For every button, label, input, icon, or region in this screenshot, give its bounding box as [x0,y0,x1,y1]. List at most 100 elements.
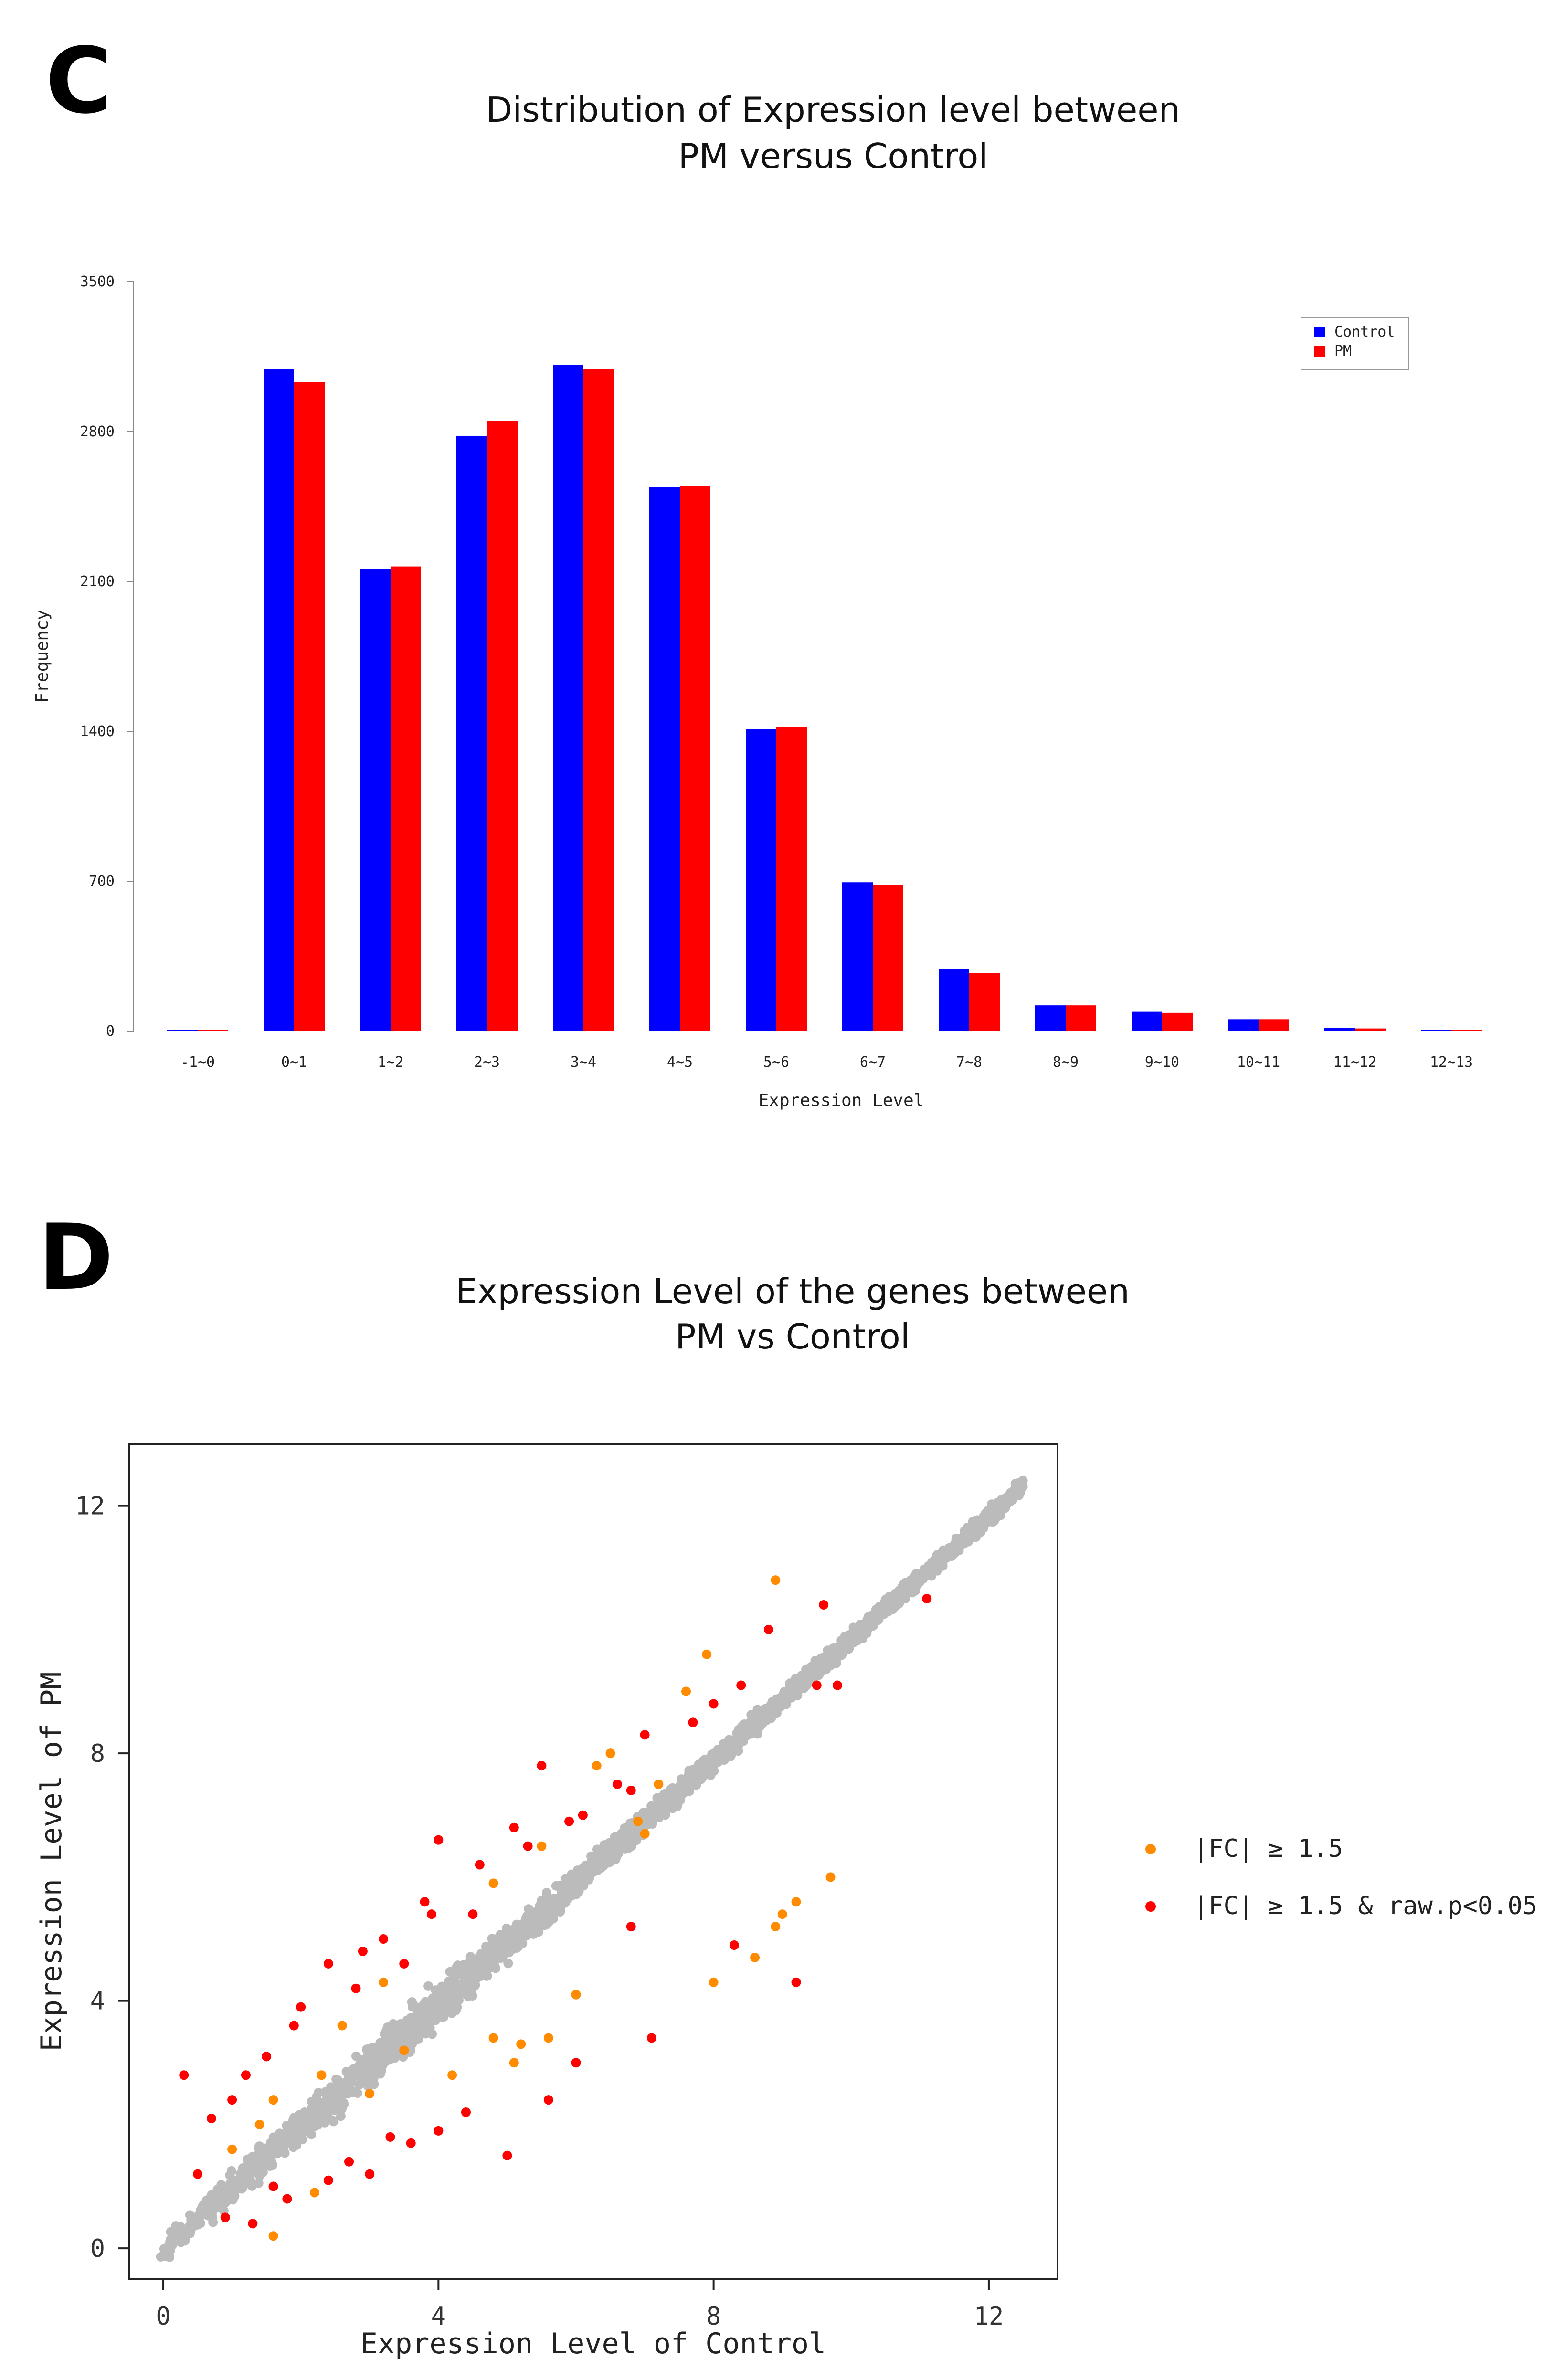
point-not-significant [974,1525,984,1535]
point-not-significant [363,2050,373,2060]
point-not-significant [496,1930,506,1940]
point-not-significant [498,1948,508,1958]
fc-points [227,1575,836,2241]
point-fc-pvalue [179,2070,189,2080]
point-fc-pvalue [819,1600,829,1610]
point-fc [488,1878,498,1888]
bar-control-5~6 [746,729,776,1031]
point-not-significant [489,1956,499,1966]
point-fc [592,1761,602,1771]
x-tick-label: 12~13 [1430,1054,1473,1071]
y-axis-label: Expression Level of PM [35,1672,68,2052]
point-not-significant [280,2148,290,2158]
legend-swatch-pm [1314,346,1325,357]
point-not-significant [465,1968,475,1978]
point-fc-pvalue [323,2175,333,2185]
point-not-significant [900,1580,910,1590]
bar-control-10~11 [1228,1019,1259,1031]
point-not-significant [588,1859,598,1869]
point-fc-pvalue [468,1909,478,1919]
point-fc-pvalue [543,2095,553,2105]
point-not-significant [267,2160,277,2170]
bar-pm-4~5 [680,486,710,1031]
legend-dot-0 [1145,1844,1156,1854]
point-not-significant [337,2078,347,2088]
panel-c-title-line1: Distribution of Expression level between [486,90,1180,130]
x-tick-label: 12 [974,2302,1004,2331]
y-tick-label: 0 [106,1023,115,1040]
point-not-significant [237,2184,247,2194]
bar-pm-0~1 [294,382,325,1031]
point-not-significant [707,1764,717,1774]
x-tick-label: 7~8 [956,1054,982,1071]
point-not-significant [642,1813,652,1823]
point-fc [399,2045,409,2055]
point-not-significant [431,2011,441,2021]
point-fc-pvalue [640,1730,650,1740]
point-not-significant [395,2019,405,2029]
point-fc [709,1977,719,1987]
panel-d-title-line1: Expression Level of the genes between [455,1271,1130,1311]
point-not-significant [336,2111,346,2121]
point-not-significant [503,1959,513,1969]
point-fc [571,1990,581,2000]
point-not-significant [614,1848,624,1858]
point-fc [771,1575,781,1585]
point-not-significant [228,2182,238,2192]
point-not-significant [522,1917,532,1927]
point-fc [268,2231,278,2241]
point-not-significant [869,1610,879,1620]
point-not-significant [742,1730,752,1740]
point-not-significant [801,1675,811,1685]
point-not-significant [447,2008,457,2018]
point-not-significant [296,2133,306,2143]
point-not-significant [767,1712,777,1722]
point-not-significant [284,2128,294,2138]
point-fc-pvalue [709,1699,719,1709]
point-not-significant [542,1891,552,1901]
point-not-significant [667,1791,677,1801]
point-fc-pvalue [193,2169,203,2179]
point-not-significant [383,2055,393,2065]
point-fc-pvalue [626,1785,636,1795]
x-tick-label: 8~9 [1053,1054,1079,1071]
panel-c-letter: C [45,28,112,134]
point-fc-pvalue [399,1959,409,1969]
point-not-significant [931,1554,941,1564]
point-not-significant [316,2112,326,2122]
point-not-significant [624,1843,634,1853]
point-fc-pvalue [268,2181,278,2191]
bar-control-0~1 [264,369,294,1031]
x-axis-label: Expression Level [759,1091,924,1110]
point-fc [681,1686,691,1696]
not-significant-points [156,1475,1028,2262]
x-tick-label: 9~10 [1145,1054,1179,1071]
point-not-significant [417,2027,427,2037]
point-not-significant [530,1914,540,1924]
point-fc-pvalue [832,1680,842,1690]
point-fc [447,2070,457,2080]
point-not-significant [499,1937,509,1947]
point-not-significant [230,2191,240,2201]
scatter-plot-expression-levels: 0 4 8 12 0 4 8 12 Expression Level of Control Exp… [35,1443,1537,2360]
x-tick-label: 0~1 [281,1054,307,1071]
point-fc-pvalue [791,1977,801,1987]
point-not-significant [254,2178,264,2188]
bar-pm-3~4 [583,369,614,1031]
bar-control-3~4 [553,365,583,1031]
point-fc-pvalue [220,2212,230,2222]
bar-control-12~13 [1421,1030,1451,1031]
point-not-significant [375,2040,385,2050]
point-fc-pvalue [434,1835,444,1845]
point-fc-pvalue [434,2126,444,2136]
point-fc-pvalue [626,1922,636,1932]
legend-box [1301,317,1409,370]
bar-pm-11~12 [1355,1028,1386,1031]
point-not-significant [892,1592,902,1602]
point-not-significant [344,2069,354,2079]
point-not-significant [198,2202,208,2212]
point-not-significant [938,1545,948,1555]
point-not-significant [651,1806,661,1816]
point-fc-pvalue [406,2138,416,2148]
